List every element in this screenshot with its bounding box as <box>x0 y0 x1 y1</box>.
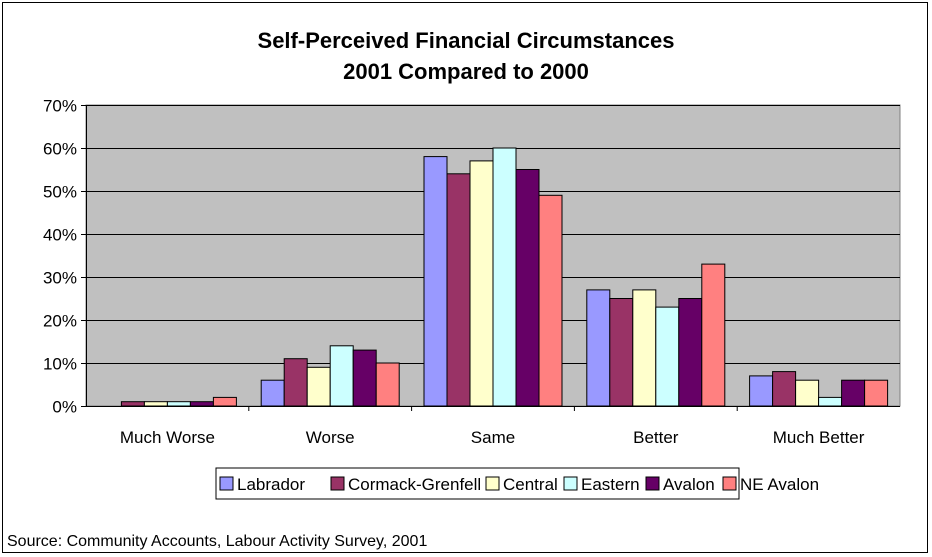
y-tick-label: 50% <box>43 183 77 202</box>
x-tick-label: Same <box>471 428 515 447</box>
plot-area: 0% 10% 20% 30% 40% 50% 60% 70% Much Worse Worse Sa… <box>43 97 901 447</box>
legend-label: Avalon <box>663 475 715 494</box>
legend-swatch <box>330 476 345 491</box>
bar <box>283 358 308 407</box>
legend-swatch <box>645 476 660 491</box>
y-tick-label: 0% <box>52 398 77 417</box>
bar-chart: Self-Perceived Financial Circumstances 2… <box>43 28 901 500</box>
bar <box>212 396 237 407</box>
bar <box>772 371 797 407</box>
bar <box>795 379 820 407</box>
bar <box>701 263 726 407</box>
bar <box>678 298 703 407</box>
bar <box>749 375 774 407</box>
bar <box>515 169 540 407</box>
legend-label: NE Avalon <box>740 475 819 494</box>
bar <box>166 401 191 407</box>
legend-box <box>215 467 740 500</box>
bar <box>841 379 866 407</box>
y-tick-label: 40% <box>43 226 77 245</box>
legend-label: Labrador <box>237 475 305 494</box>
bar <box>329 345 354 407</box>
legend-swatch <box>485 476 500 491</box>
legend-label: Cormack-Grenfell <box>348 475 481 494</box>
chart-title-line-1: Self-Perceived Financial Circumstances <box>258 28 675 53</box>
bar <box>446 173 471 407</box>
bar <box>492 147 517 407</box>
bar <box>469 160 494 407</box>
bar <box>864 379 889 407</box>
legend: Labrador Cormack-Grenfell Central Eastern Av… <box>215 467 819 500</box>
bar <box>375 362 400 407</box>
legend-swatch <box>219 476 234 491</box>
bar <box>818 396 843 407</box>
chart-title: Self-Perceived Financial Circumstances 2… <box>258 28 675 84</box>
bar <box>306 366 331 407</box>
y-tick-label: 10% <box>43 355 77 374</box>
source-note: Source: Community Accounts, Labour Activ… <box>7 533 428 550</box>
bar <box>632 289 657 407</box>
x-tick-label: Better <box>633 428 679 447</box>
bar <box>423 156 448 407</box>
x-tick-label: Much Better <box>773 428 865 447</box>
bar <box>120 401 145 407</box>
y-tick-label: 70% <box>43 97 77 116</box>
x-tick-label: Worse <box>306 428 355 447</box>
y-tick-label: 30% <box>43 269 77 288</box>
bar <box>609 298 634 407</box>
y-tick-label: 20% <box>43 312 77 331</box>
bar <box>260 379 285 407</box>
y-tick-label: 60% <box>43 140 77 159</box>
bar <box>189 401 214 407</box>
legend-swatch <box>722 476 737 491</box>
bar <box>586 289 611 407</box>
legend-label: Central <box>503 475 558 494</box>
bar <box>352 349 377 407</box>
legend-label: Eastern <box>581 475 640 494</box>
bar <box>143 401 168 407</box>
bar <box>655 306 680 407</box>
x-tick-label: Much Worse <box>120 428 215 447</box>
chart-title-line-2: 2001 Compared to 2000 <box>343 59 589 84</box>
bar <box>538 194 563 407</box>
legend-swatch <box>563 476 578 491</box>
